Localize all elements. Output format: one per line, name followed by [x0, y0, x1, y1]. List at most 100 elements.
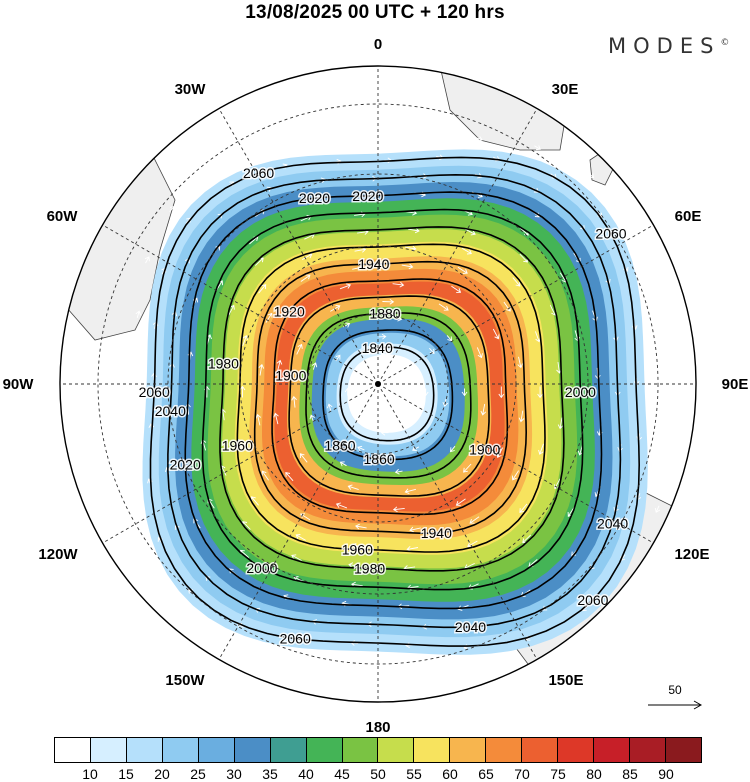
- wind-vector: [656, 444, 662, 453]
- reference-vector-arrowhead: [693, 700, 703, 710]
- contour-1920: [271, 278, 509, 516]
- contour-1860: [322, 329, 454, 461]
- contour-label: 1920: [274, 304, 305, 320]
- contour-label: 1960: [342, 541, 373, 557]
- wind-vector: [290, 307, 300, 317]
- wind-vector: [382, 298, 395, 305]
- colorbar-swatch: [630, 738, 666, 762]
- wind-vector: [496, 447, 504, 458]
- colorbar-swatch: [594, 738, 630, 762]
- wind-vector: [438, 303, 449, 311]
- wind-vector: [296, 343, 303, 355]
- wind-vector: [394, 315, 403, 322]
- lat-circle-3: [97, 103, 659, 665]
- wind-vector: [253, 650, 261, 656]
- modes-logo: MODES©: [608, 34, 729, 58]
- lon-label-90e: 90E: [722, 376, 749, 393]
- wind-vector: [401, 263, 414, 270]
- contour-2060: [149, 156, 641, 647]
- wind-vector: [309, 414, 315, 422]
- wind-vector: [381, 351, 390, 358]
- wind-vector: [291, 554, 302, 561]
- contour-label: 2060: [280, 631, 311, 647]
- contour-label: 2040: [597, 515, 628, 531]
- contour-1940: [253, 260, 528, 534]
- wind-vector: [295, 534, 306, 541]
- wind-vector: [537, 386, 543, 399]
- contour-label: 1900: [469, 442, 500, 458]
- colorbar-label: 40: [298, 766, 314, 782]
- colorbar-swatch: [234, 738, 271, 762]
- contour-label: 1940: [421, 525, 452, 541]
- wind-vector: [512, 277, 521, 287]
- colorbar-label: 20: [154, 766, 170, 782]
- wind-vector: [299, 453, 308, 463]
- meridian-11: [218, 108, 379, 385]
- wind-vector: [368, 140, 377, 146]
- contour-label: 1900: [275, 367, 306, 383]
- contour-labels: 2060 2060 2060 2060 2060 2040 2040 2040 2020 2020…: [137, 164, 630, 649]
- wind-vector: [420, 137, 428, 144]
- colorbar-label: 45: [334, 766, 350, 782]
- wind-vector: [482, 663, 490, 669]
- reference-vector-label: 50: [668, 683, 682, 697]
- wind-vector: [600, 619, 607, 626]
- colorbar-swatch: [486, 738, 523, 762]
- lon-label-120e: 120E: [674, 546, 709, 563]
- wind-vector: [156, 582, 163, 589]
- contour-2040: [167, 173, 622, 629]
- contour-label: 1940: [358, 256, 389, 272]
- wind-vector: [351, 542, 364, 549]
- contour-label: 1980: [354, 560, 385, 576]
- wind-vector: [378, 333, 387, 340]
- wind-vector: [449, 445, 456, 453]
- colorbar-label: 65: [478, 766, 494, 782]
- wind-vector: [367, 660, 375, 666]
- wind-vector: [133, 362, 140, 371]
- colorbar-label: 35: [262, 766, 278, 782]
- wind-vector: [261, 470, 269, 481]
- colorbar-swatch: [126, 738, 163, 762]
- colorbar: [54, 737, 702, 763]
- wind-vector: [467, 540, 478, 548]
- wind-vector: [348, 562, 360, 568]
- colorbar-swatch: [55, 738, 91, 762]
- colorbar-label: 85: [622, 766, 638, 782]
- contour-1900: [288, 295, 490, 497]
- wind-vector: [344, 387, 351, 396]
- wind-vector: [352, 264, 364, 271]
- wind-vector: [511, 470, 519, 481]
- wind-vector: [463, 463, 472, 473]
- wind-vector: [255, 413, 262, 426]
- wind-vector: [291, 395, 297, 408]
- wind-vector: [654, 505, 661, 513]
- colorbar-swatch: [522, 738, 559, 762]
- wind-vector: [242, 334, 249, 347]
- wind-vector: [258, 363, 265, 376]
- contour-label: 1980: [208, 356, 239, 372]
- wind-vector: [412, 446, 420, 452]
- wind-vector: [538, 443, 544, 455]
- colorbar-label: 70: [514, 766, 530, 782]
- wind-vector: [480, 403, 487, 416]
- wind-vector: [455, 498, 466, 506]
- lon-label-150w: 150W: [165, 672, 205, 689]
- wind-vector: [258, 284, 267, 294]
- lon-label-90w: 90W: [3, 376, 35, 393]
- wind-vector: [627, 218, 633, 226]
- wind-vector: [492, 328, 500, 340]
- wind-vector: [239, 385, 246, 398]
- wind-vector: [476, 347, 483, 359]
- wind-vector: [408, 227, 420, 234]
- meridian-4: [377, 383, 654, 544]
- wind-vector: [446, 335, 453, 342]
- colorbar-swatch: [378, 738, 415, 762]
- colorbar-label: 10: [82, 766, 98, 782]
- wind-vector: [335, 354, 341, 362]
- wind-band-15: [347, 354, 426, 433]
- wind-vector: [392, 506, 405, 513]
- wind-vector: [300, 274, 311, 282]
- contour-label: 1880: [369, 305, 400, 321]
- wind-vector: [330, 304, 341, 312]
- colorbar-label: 15: [118, 766, 134, 782]
